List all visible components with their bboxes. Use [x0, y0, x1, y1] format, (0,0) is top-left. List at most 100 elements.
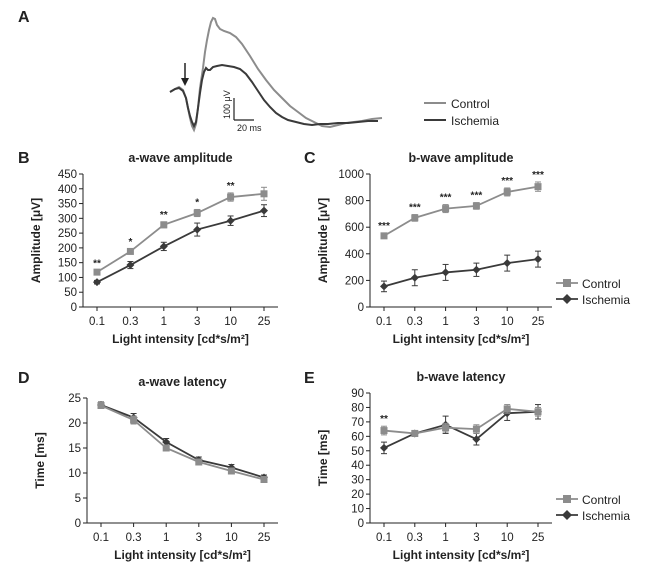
data-point-control	[97, 402, 105, 409]
legend-marker-square	[563, 495, 571, 503]
y-tick-label: 10	[68, 468, 81, 480]
data-point-ischemia	[472, 435, 481, 444]
data-point-control	[442, 424, 450, 432]
significance-stars: ***	[409, 203, 421, 214]
legend-marker-square	[563, 279, 571, 287]
y-tick-label: 450	[58, 169, 77, 181]
data-point-ischemia	[93, 278, 101, 287]
data-point-ischemia	[380, 282, 388, 291]
y-tick-label: 0	[358, 518, 364, 530]
y-tick-label: 10	[351, 504, 364, 516]
significance-stars: ***	[378, 221, 390, 232]
significance-stars: *	[128, 237, 132, 248]
x-tick-label: 3	[473, 316, 479, 328]
y-tick-label: 150	[58, 258, 77, 270]
data-point-control	[472, 425, 480, 433]
x-tick-label: 1	[442, 316, 448, 328]
chart-title: a-wave amplitude	[128, 151, 232, 165]
data-point-ischemia	[162, 438, 171, 446]
panel-label-c: C	[304, 150, 316, 167]
significance-stars: **	[93, 258, 101, 269]
data-point-control	[195, 458, 203, 466]
y-tick-label: 600	[345, 222, 364, 234]
panel-label-b: B	[18, 150, 30, 167]
data-point-control	[260, 476, 268, 483]
chart-a-wave-latency: a-wave latency 0 5 10 15 20 25 0.1 0.3 1 3 10 25 Ligh…	[33, 375, 278, 562]
x-tick-label: 25	[258, 316, 271, 328]
x-tick-label: 3	[196, 532, 202, 544]
trace-legend-control: Control	[451, 97, 490, 111]
legend-marker-diamond	[562, 510, 572, 520]
x-tick-label: 0.1	[376, 316, 392, 328]
y-tick-label: 15	[68, 443, 81, 455]
data-point-ischemia	[441, 268, 450, 277]
scale-bar-voltage: 100 μV	[222, 90, 232, 119]
erg-traces: 100 μV 20 ms	[169, 16, 383, 133]
x-tick-label: 10	[501, 316, 514, 328]
data-point-ischemia	[260, 206, 268, 215]
x-axis-label: Light intensity [cd*s/m²]	[393, 332, 530, 346]
data-point-control	[472, 202, 480, 210]
y-tick-label: 100	[58, 272, 77, 284]
legend-marker-diamond	[562, 294, 572, 304]
data-point-control	[411, 429, 419, 437]
x-tick-label: 1	[163, 532, 169, 544]
data-point-control	[162, 444, 170, 452]
data-point-control	[503, 188, 511, 196]
y-tick-label: 0	[75, 518, 81, 530]
trace-legend: Control Ischemia	[424, 97, 499, 128]
x-tick-label: 0.3	[126, 532, 142, 544]
x-tick-label: 3	[473, 532, 479, 544]
data-point-control	[130, 416, 138, 424]
x-tick-label: 0.3	[407, 532, 423, 544]
ischemia-trace	[169, 63, 378, 129]
y-axis-label: Time [ms]	[316, 430, 330, 486]
data-point-control	[380, 232, 388, 240]
y-tick-label: 20	[68, 418, 81, 430]
data-point-control	[411, 214, 419, 222]
x-tick-label: 25	[532, 316, 545, 328]
significance-stars: ***	[532, 170, 544, 181]
x-tick-label: 25	[258, 532, 271, 544]
data-point-control	[380, 427, 388, 435]
chart-title: b-wave amplitude	[409, 151, 514, 165]
series-line-ischemia	[100, 404, 265, 479]
down-arrow-icon	[181, 63, 189, 86]
y-axis-label: Time [ms]	[33, 432, 47, 488]
chart-b-wave-amplitude: b-wave amplitude 0 200 400 600 800 1000 0.1 0.3 1…	[316, 151, 552, 346]
data-point-ischemia	[503, 259, 512, 268]
y-tick-label: 60	[351, 431, 364, 443]
data-point-ischemia	[472, 265, 481, 274]
x-tick-label: 0.1	[89, 316, 105, 328]
scale-bar: 100 μV 20 ms	[222, 90, 262, 133]
y-tick-label: 40	[351, 460, 364, 472]
trace-legend-ischemia: Ischemia	[451, 114, 499, 128]
y-tick-label: 80	[351, 402, 364, 414]
significance-stars: ***	[501, 176, 513, 187]
x-tick-label: 10	[225, 532, 238, 544]
significance-stars: **	[160, 210, 168, 221]
significance-stars: **	[227, 181, 235, 192]
x-tick-label: 10	[224, 316, 237, 328]
scale-bar-time: 20 ms	[237, 123, 262, 133]
y-tick-label: 25	[68, 393, 81, 405]
chart-b-wave-latency: b-wave latency 0 10 20 30 40 50 60 70 80 90 0.1 0.3 1…	[316, 370, 552, 562]
x-tick-label: 0.3	[122, 316, 138, 328]
x-axis-label: Light intensity [cd*s/m²]	[393, 548, 530, 562]
data-point-ischemia	[226, 216, 235, 225]
y-tick-label: 70	[351, 417, 364, 429]
legend-e-control: Control	[582, 493, 621, 507]
y-tick-label: 0	[358, 302, 364, 314]
x-tick-label: 3	[194, 316, 200, 328]
y-tick-label: 400	[345, 249, 364, 261]
y-tick-label: 20	[351, 489, 364, 501]
data-point-control	[193, 209, 201, 217]
panel-label-d: D	[18, 370, 30, 387]
significance-stars: ***	[440, 193, 452, 204]
data-point-ischemia	[380, 443, 388, 452]
y-tick-label: 1000	[338, 169, 364, 181]
y-tick-label: 350	[58, 199, 77, 211]
significance-stars: *	[195, 197, 199, 208]
y-tick-label: 800	[345, 196, 364, 208]
